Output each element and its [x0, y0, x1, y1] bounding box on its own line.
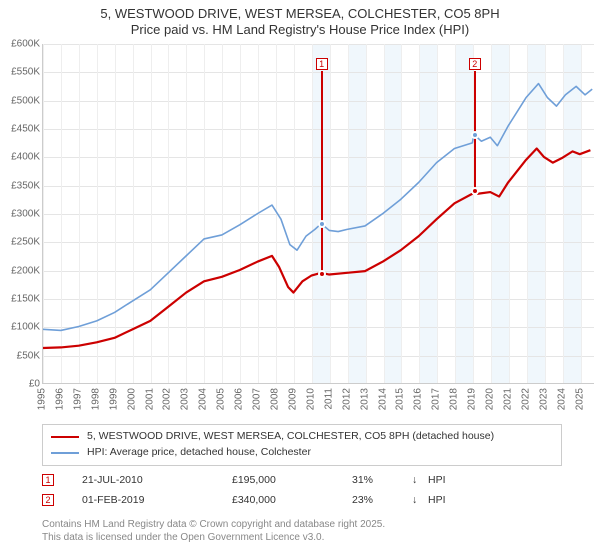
x-tick-label: 2002 [162, 388, 173, 410]
x-tick-label: 2019 [467, 388, 478, 410]
y-tick-label: £550K [11, 67, 40, 78]
x-tick-label: 2004 [198, 388, 209, 410]
sale-marker-line [321, 71, 323, 273]
series-svg [43, 44, 594, 383]
legend-swatch-price-paid [51, 436, 79, 438]
x-tick-label: 2003 [180, 388, 191, 410]
down-arrow-icon: ↓ [412, 474, 428, 486]
sale-date: 21-JUL-2010 [82, 474, 232, 486]
sale-row: 2 01-FEB-2019£340,00023%↓HPI [42, 490, 562, 510]
x-tick-label: 2025 [574, 388, 585, 410]
x-tick-label: 2000 [126, 388, 137, 410]
footer-line-2: This data is licensed under the Open Gov… [42, 531, 562, 544]
sale-row: 1 21-JUL-2010£195,00031%↓HPI [42, 470, 562, 490]
x-tick-label: 1996 [54, 388, 65, 410]
legend-label-hpi: HPI: Average price, detached house, Colc… [87, 445, 311, 461]
legend-label-price-paid: 5, WESTWOOD DRIVE, WEST MERSEA, COLCHEST… [87, 429, 494, 445]
legend-swatch-hpi [51, 452, 79, 454]
y-tick-label: £350K [11, 180, 40, 191]
x-tick-label: 2024 [556, 388, 567, 410]
x-tick-label: 2011 [323, 388, 334, 410]
sales-table: 1 21-JUL-2010£195,00031%↓HPI 2 01-FEB-2019£… [42, 470, 562, 510]
x-tick-label: 2006 [234, 388, 245, 410]
x-tick-label: 2023 [538, 388, 549, 410]
x-tick-label: 1999 [108, 388, 119, 410]
footer-line-1: Contains HM Land Registry data © Crown c… [42, 518, 562, 531]
sale-price: £195,000 [232, 474, 352, 486]
y-tick-label: £600K [11, 39, 40, 50]
x-tick-label: 2001 [144, 388, 155, 410]
chart-area: £0£50K£100K£150K£200K£250K£300K£350K£400… [0, 44, 600, 410]
x-tick-label: 1997 [72, 388, 83, 410]
x-tick-label: 2014 [377, 388, 388, 410]
legend-row-price-paid: 5, WESTWOOD DRIVE, WEST MERSEA, COLCHEST… [51, 429, 553, 445]
chart-title-block: 5, WESTWOOD DRIVE, WEST MERSEA, COLCHEST… [0, 0, 600, 39]
x-tick-label: 2022 [520, 388, 531, 410]
x-tick-label: 2013 [359, 388, 370, 410]
sale-row-marker: 1 [42, 474, 54, 486]
y-tick-label: £150K [11, 294, 40, 305]
x-tick-label: 1998 [90, 388, 101, 410]
x-tick-label: 2007 [252, 388, 263, 410]
x-tick-label: 1995 [37, 388, 48, 410]
y-tick-label: £500K [11, 95, 40, 106]
x-tick-label: 2015 [395, 388, 406, 410]
x-tick-label: 2008 [269, 388, 280, 410]
x-tick-label: 2010 [305, 388, 316, 410]
x-tick-label: 2021 [502, 388, 513, 410]
sale-marker-dot [318, 270, 326, 278]
title-line-2: Price paid vs. HM Land Registry's House … [0, 22, 600, 38]
sale-hpi-label: HPI [428, 494, 562, 506]
down-arrow-icon: ↓ [412, 494, 428, 506]
y-tick-label: £300K [11, 209, 40, 220]
x-tick-label: 2020 [485, 388, 496, 410]
sale-hpi-label: HPI [428, 474, 562, 486]
footer-attribution: Contains HM Land Registry data © Crown c… [42, 518, 562, 544]
sale-marker-box: 2 [469, 58, 481, 70]
sale-pct: 23% [352, 494, 412, 506]
sale-price: £340,000 [232, 494, 352, 506]
plot-area: 12 [42, 44, 594, 384]
x-tick-label: 2017 [431, 388, 442, 410]
y-tick-label: £250K [11, 237, 40, 248]
sale-marker-box: 1 [316, 58, 328, 70]
x-tick-label: 2016 [413, 388, 424, 410]
sale-marker-dot [318, 220, 326, 228]
y-tick-label: £400K [11, 152, 40, 163]
sale-row-marker: 2 [42, 494, 54, 506]
series-line-hpi [43, 84, 592, 331]
y-axis: £0£50K£100K£150K£200K£250K£300K£350K£400… [0, 44, 42, 384]
x-tick-label: 2012 [341, 388, 352, 410]
y-tick-label: £50K [17, 350, 40, 361]
title-line-1: 5, WESTWOOD DRIVE, WEST MERSEA, COLCHEST… [0, 6, 600, 22]
y-tick-label: £450K [11, 124, 40, 135]
y-tick-label: £100K [11, 322, 40, 333]
series-line-price_paid [43, 148, 590, 348]
x-tick-label: 2009 [287, 388, 298, 410]
sale-pct: 31% [352, 474, 412, 486]
sale-marker-dot [471, 131, 479, 139]
legend: 5, WESTWOOD DRIVE, WEST MERSEA, COLCHEST… [42, 424, 562, 466]
sale-marker-dot [471, 187, 479, 195]
sale-date: 01-FEB-2019 [82, 494, 232, 506]
x-axis: 1995199619971998199920002001200220032004… [42, 386, 594, 410]
x-tick-label: 2005 [216, 388, 227, 410]
y-tick-label: £200K [11, 265, 40, 276]
legend-row-hpi: HPI: Average price, detached house, Colc… [51, 445, 553, 461]
x-tick-label: 2018 [449, 388, 460, 410]
